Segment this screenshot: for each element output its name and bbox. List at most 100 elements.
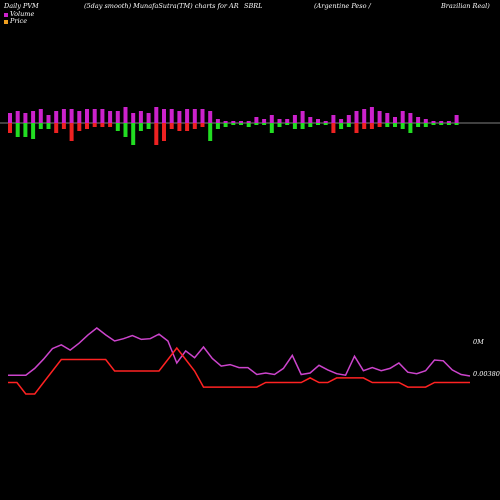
volume-bar-down [100,123,105,127]
volume-bar-up [292,115,297,123]
volume-bar-down [277,123,282,127]
volume-bar-up [454,115,459,123]
volume-bar-down [177,123,182,131]
volume-bar-down [131,123,136,145]
volume-bar-down [385,123,390,127]
volume-bar-up [446,121,451,123]
volume-bar-down [323,123,328,125]
volume-bar-down [146,123,151,129]
volume-bar-down [208,123,213,141]
volume-bar-down [31,123,36,139]
volume-bar-up [92,109,97,123]
volume-bar-up [23,113,28,123]
header-currency-from: (Argentine Peso / [314,2,371,10]
volume-bar-up [254,117,259,123]
volume-bar-down [369,123,374,129]
header-daily-pvm: Daily PVM [4,2,39,10]
volume-bar-up [285,119,290,123]
volume-bar-up [377,111,382,123]
volume-bar-up [316,119,320,123]
volume-bar-down [439,123,444,125]
volume-bar-down [393,123,397,127]
volume-bar-up [400,111,405,123]
volume-bar-up [308,117,313,123]
volume-bar-up [369,107,374,123]
volume-bar-down [46,123,51,129]
volume-bar-down [185,123,190,131]
volume-bar-down [408,123,413,133]
volume-bar-up [77,111,82,123]
volume-bar-up [385,113,390,123]
volume-bar-up [15,111,20,123]
volume-bar-down [292,123,297,129]
volume-bar-up [162,109,166,123]
volume-bar-down [169,123,174,129]
volume-bar-up [131,113,136,123]
volume-bar-up [331,115,336,123]
volume-bar-down [192,123,197,129]
volume-bar-down [162,123,166,141]
volume-bar-up [239,121,243,123]
volume-bar-up [339,119,344,123]
volume-bar-down [262,123,267,125]
volume-bar-up [100,109,105,123]
volume-bar-up [54,111,59,123]
volume-bar-up [362,109,367,123]
volume-bar-up [46,115,51,123]
volume-bar-down [223,123,228,127]
volume-bar-up [85,109,89,123]
volume-bar-up [108,111,113,123]
header-currency-to: Brazilian Real) [441,2,490,10]
volume-bar-down [77,123,82,131]
volume-bar-down [23,123,28,137]
header-symbol: SBRL [244,2,263,10]
volume-bar-up [185,109,190,123]
volume-bar-up [262,119,267,123]
legend-price-swatch [4,19,8,24]
volume-bar-down [246,123,251,127]
volume-bar-down [316,123,320,125]
legend-price: Price [4,18,34,25]
volume-bar-down [123,123,128,137]
volume-bar-down [446,123,451,125]
volume-bar-up [61,109,66,123]
volume-bar-down [423,123,428,127]
volume-axis-label: 0M [473,338,484,346]
volume-bar-down [254,123,259,125]
volume-bar-up [200,109,205,123]
volume-line-series [8,327,471,377]
volume-bar-down [239,123,243,125]
volume-bar-up [393,117,397,123]
volume-bar-up [231,121,236,123]
volume-bar-up [115,111,120,123]
volume-bar-up [31,111,36,123]
volume-bar-up [177,111,182,123]
volume-bar-down [431,123,436,125]
volume-bar-up [277,119,282,123]
volume-bar-down [331,123,336,133]
volume-bar-down [85,123,89,129]
volume-bar-down [92,123,97,127]
volume-bar-down [269,123,274,133]
volume-bar-down [8,123,12,133]
volume-bar-down [200,123,205,127]
volume-bar-down [400,123,405,129]
volume-bar-down [285,123,290,125]
legend-volume: Volume [4,11,34,18]
volume-bar-up [208,111,213,123]
volume-bar-up [246,121,251,123]
volume-bar-up [169,109,174,123]
volume-bar-up [69,109,74,123]
volume-bar-down [416,123,421,127]
volume-bar-up [123,107,128,123]
volume-bars [8,107,459,145]
volume-bar-up [138,111,143,123]
price-line-series [8,346,470,395]
volume-bar-up [154,107,159,123]
volume-bar-up [323,121,328,123]
legend-volume-swatch [4,12,8,17]
volume-bar-up [215,119,220,123]
header-chart-title: (5day smooth) MunafaSutra(TM) charts for… [84,2,239,10]
volume-bar-up [192,109,197,123]
volume-bar-down [354,123,359,133]
